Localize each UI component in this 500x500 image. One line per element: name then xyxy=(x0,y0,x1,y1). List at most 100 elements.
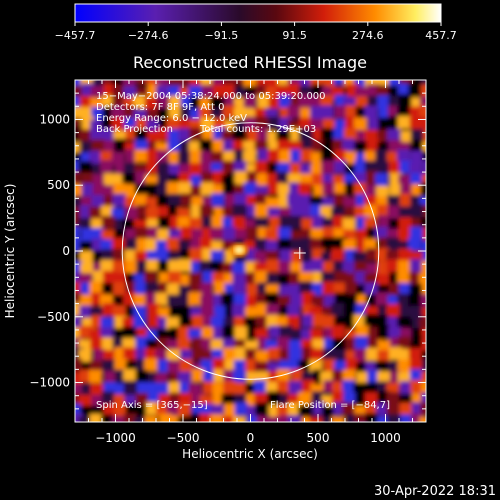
heatmap-cell xyxy=(278,273,292,287)
heatmap-cell xyxy=(332,381,346,395)
heatmap-cell xyxy=(122,326,136,340)
heatmap-cell xyxy=(353,261,367,275)
heatmap-cell xyxy=(222,80,236,88)
heatmap-cell xyxy=(100,160,114,174)
annotation-method: Back Projection xyxy=(96,124,173,135)
heatmap-cell xyxy=(257,128,271,142)
heatmap-cell xyxy=(124,249,138,263)
heatmap-cell xyxy=(298,117,312,131)
heatmap-cell xyxy=(354,424,367,437)
heatmap-cell xyxy=(178,403,192,417)
heatmap-cell xyxy=(332,369,346,383)
heatmap-cell xyxy=(387,194,401,208)
annotation-energy: Energy Range: 6.0 − 12.0 keV xyxy=(96,113,247,124)
heatmap-cell xyxy=(421,371,426,385)
heatmap-cell xyxy=(398,206,412,220)
heatmap-cell xyxy=(377,350,391,364)
heatmap-cell xyxy=(91,107,105,121)
heatmap-cell xyxy=(399,402,413,416)
heatmap-cell xyxy=(155,249,169,263)
heatmap-cell xyxy=(310,259,324,273)
heatmap-cell xyxy=(346,428,359,441)
heatmap-cell xyxy=(364,105,378,119)
heatmap-cell xyxy=(114,359,128,373)
heatmap-cell xyxy=(246,129,260,143)
heatmap-cell xyxy=(333,282,347,296)
heatmap-cell xyxy=(89,281,103,295)
heatmap-cell xyxy=(246,295,260,309)
heatmap-cell xyxy=(221,160,235,174)
heatmap-cell xyxy=(419,416,426,422)
heatmap-cell xyxy=(397,316,411,330)
heatmap-cell xyxy=(254,204,268,218)
heatmap-cell xyxy=(103,140,117,154)
heatmap-cell xyxy=(232,416,246,422)
heatmap-cell xyxy=(421,260,426,274)
heatmap-cell xyxy=(298,94,312,108)
heatmap-cell xyxy=(377,416,391,422)
y-tick-label: 1000 xyxy=(39,112,70,126)
heatmap-cell xyxy=(289,162,303,176)
heatmap-cell xyxy=(342,138,356,152)
heatmap-cell xyxy=(322,261,336,275)
heatmap-cell xyxy=(268,216,282,230)
heatmap-cell xyxy=(387,360,401,374)
heatmap-cell xyxy=(419,317,426,331)
heatmap-cell xyxy=(90,128,104,142)
heatmap-cell xyxy=(212,427,225,440)
y-tick-label: 0 xyxy=(62,244,70,258)
heatmap-cell xyxy=(331,248,345,262)
heatmap-cell xyxy=(422,130,426,144)
heatmap-cell xyxy=(201,327,215,341)
heatmap-cell xyxy=(80,141,94,155)
heatmap-cell xyxy=(168,260,182,274)
heatmap-cell xyxy=(356,372,370,386)
heatmap-cell xyxy=(367,337,381,351)
x-tick-label: −500 xyxy=(167,431,200,445)
heatmap-cell xyxy=(422,248,426,262)
heatmap-cell xyxy=(75,261,83,275)
colorbar-tick-label: 91.5 xyxy=(282,29,307,42)
heatmap-cell xyxy=(266,196,280,210)
heatmap-cell xyxy=(409,116,423,130)
heatmap-cell xyxy=(290,369,304,383)
heatmap-cell xyxy=(422,160,426,174)
heatmap-cell xyxy=(101,337,115,351)
heatmap-cell xyxy=(311,391,325,405)
heatmap-cell xyxy=(376,204,390,218)
heatmap-cell xyxy=(410,380,424,394)
heatmap-cell xyxy=(102,270,116,284)
heatmap-cell xyxy=(312,314,326,328)
heatmap-cell xyxy=(123,369,137,383)
heatmap-cell xyxy=(112,295,126,309)
heatmap-cell xyxy=(299,281,313,295)
heatmap-cell xyxy=(400,425,413,438)
y-tick-labels: −1000 −500 0 500 1000 xyxy=(29,112,70,389)
heatmap-cell xyxy=(179,392,193,406)
heatmap-cell xyxy=(279,249,293,263)
heatmap-cell xyxy=(279,415,293,422)
heatmap-cell xyxy=(191,315,205,329)
heatmap-cell xyxy=(290,149,304,163)
heatmap-cell xyxy=(408,347,422,361)
heatmap-cell xyxy=(399,193,413,207)
heatmap-cell xyxy=(112,416,126,422)
heatmap-cell xyxy=(112,305,126,319)
heatmap-cell xyxy=(232,204,246,218)
heatmap-cell xyxy=(75,251,81,265)
heatmap-cell xyxy=(75,315,81,329)
heatmap-cell xyxy=(79,95,93,109)
heatmap-cell xyxy=(354,140,368,154)
heatmap-cell xyxy=(134,281,148,295)
heatmap-cell xyxy=(222,347,236,361)
heatmap-cell xyxy=(178,305,192,319)
heatmap-cell xyxy=(343,80,357,88)
heatmap-cell xyxy=(199,97,213,111)
heatmap-cell xyxy=(101,359,115,373)
heatmap-cell xyxy=(354,80,368,87)
heatmap-cell xyxy=(320,95,334,109)
heatmap-cell xyxy=(222,105,236,119)
colorbar-ticks: −457.7 −274.6 −91.5 91.5 274.6 457.7 xyxy=(55,22,457,42)
heatmap-cell xyxy=(221,292,235,306)
heatmap-cell xyxy=(246,415,260,422)
